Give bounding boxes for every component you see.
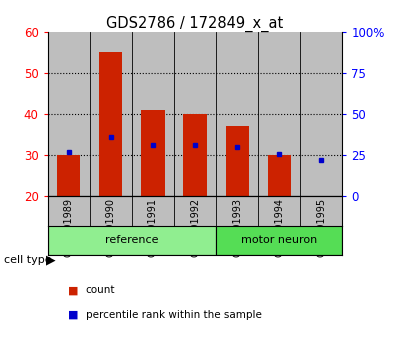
Text: GSM201992: GSM201992: [190, 198, 200, 257]
Text: GSM201990: GSM201990: [106, 198, 116, 257]
Bar: [216, 225, 342, 255]
Bar: [132, 32, 174, 196]
Text: cell type: cell type: [4, 255, 52, 265]
Text: count: count: [86, 285, 115, 295]
Text: ▶: ▶: [46, 254, 55, 267]
Text: GSM201994: GSM201994: [274, 198, 284, 257]
Text: ■: ■: [68, 310, 78, 320]
Text: GSM201991: GSM201991: [148, 198, 158, 257]
Bar: [267, 155, 291, 196]
Bar: [90, 32, 132, 196]
Bar: [48, 225, 216, 255]
Bar: [57, 155, 80, 196]
Bar: [226, 126, 249, 196]
Text: GSM201993: GSM201993: [232, 198, 242, 257]
Text: ■: ■: [68, 285, 78, 295]
Bar: [48, 32, 90, 196]
Text: motor neuron: motor neuron: [241, 235, 317, 245]
Bar: [258, 32, 300, 196]
Text: GSM201989: GSM201989: [64, 198, 74, 257]
Text: reference: reference: [105, 235, 159, 245]
Bar: [141, 110, 164, 196]
Bar: [183, 114, 207, 196]
Bar: [300, 32, 342, 196]
Bar: [174, 32, 216, 196]
Text: percentile rank within the sample: percentile rank within the sample: [86, 310, 261, 320]
Bar: [99, 52, 123, 196]
Text: GSM201995: GSM201995: [316, 198, 326, 257]
Title: GDS2786 / 172849_x_at: GDS2786 / 172849_x_at: [106, 16, 284, 32]
Bar: [216, 32, 258, 196]
